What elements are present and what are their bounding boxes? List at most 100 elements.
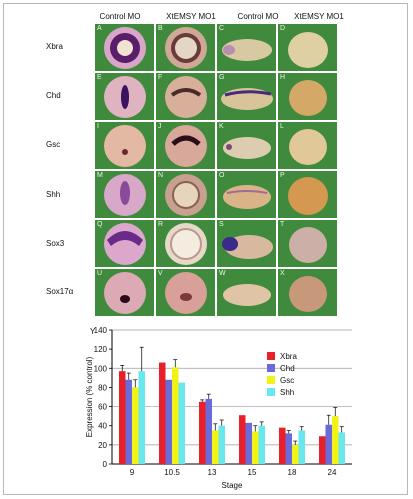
panel-a: A	[95, 24, 154, 71]
panel-g: G	[217, 73, 276, 120]
panel-letter: E	[97, 74, 102, 81]
panel-letter: T	[280, 221, 285, 228]
bar-shh-stage-9	[138, 371, 145, 464]
bar-gsc-stage-15	[252, 431, 259, 464]
panel-letter: K	[219, 123, 224, 130]
legend-label-chd: Chd	[280, 364, 295, 373]
column-header-1: Control MO	[99, 12, 141, 21]
panel-c: C	[217, 24, 276, 71]
y-tick-label: 80	[98, 383, 107, 392]
y-tick-label: 0	[103, 460, 108, 469]
x-tick-label: 13	[208, 468, 217, 477]
y-tick-label: 100	[94, 364, 108, 373]
panel-letter: I	[97, 123, 99, 130]
panel-e: E	[95, 73, 154, 120]
bar-xbra-stage-24	[319, 436, 326, 464]
row-label-sox3: Sox3	[46, 239, 65, 248]
panel-b: B	[156, 24, 215, 71]
panel-h: H	[278, 73, 337, 120]
bar-gsc-stage-10.5	[172, 367, 179, 464]
panel-letter: B	[158, 25, 163, 32]
panel-n: N	[156, 171, 215, 218]
panel-letter: U	[97, 270, 103, 277]
panel-j: J	[156, 122, 215, 169]
y-tick-label: 120	[94, 345, 108, 354]
panel-letter: O	[219, 172, 225, 179]
y-tick-label: 40	[98, 422, 107, 431]
panel-letter: G	[219, 74, 225, 81]
panel-letter: J	[158, 123, 162, 130]
panel-o: O	[217, 171, 276, 218]
row-label-chd: Chd	[46, 91, 61, 100]
column-header-3: Control MO	[237, 12, 279, 21]
bar-shh-stage-18	[298, 430, 305, 464]
legend-label-gsc: Gsc	[280, 376, 294, 385]
bar-chd-stage-10.5	[165, 379, 172, 464]
panel-v: V	[156, 269, 215, 316]
panel-x: X	[278, 269, 337, 316]
chart-panel-label: Y	[90, 327, 96, 336]
bar-xbra-stage-15	[239, 415, 246, 464]
row-label-xbra: Xbra	[46, 42, 63, 51]
panel-u: U	[95, 269, 154, 316]
panel-letter: F	[158, 74, 163, 81]
legend-label-xbra: Xbra	[280, 352, 297, 361]
panel-r: R	[156, 220, 215, 267]
legend-swatch-xbra	[267, 352, 275, 360]
panel-letter: P	[280, 172, 285, 179]
panel-letter: D	[280, 25, 286, 32]
bar-chd-stage-18	[285, 433, 292, 464]
bar-chd-stage-15	[245, 422, 252, 464]
legend-swatch-shh	[267, 388, 275, 396]
figure-frame	[3, 3, 408, 495]
legend-label-shh: Shh	[280, 388, 294, 397]
x-tick-label: 15	[248, 468, 257, 477]
panel-letter: C	[219, 25, 225, 32]
panel-w: W	[217, 269, 276, 316]
bar-chd-stage-24	[325, 424, 332, 464]
bar-xbra-stage-10.5	[159, 362, 166, 464]
panel-i: I	[95, 122, 154, 169]
bar-gsc-stage-13	[212, 430, 219, 464]
x-tick-label: 9	[130, 468, 135, 477]
panel-letter: A	[97, 25, 102, 32]
panel-letter: W	[219, 270, 226, 277]
panel-k: K	[217, 122, 276, 169]
bar-chd-stage-13	[205, 398, 212, 464]
panel-p: P	[278, 171, 337, 218]
bar-xbra-stage-18	[279, 427, 286, 464]
column-header-4: XtEMSY MO1	[294, 12, 344, 21]
column-header-2: XtEMSY MO1	[166, 12, 216, 21]
panel-letter: L	[280, 123, 284, 130]
bar-shh-stage-24	[338, 432, 345, 464]
panel-s: S	[217, 220, 276, 267]
panel-t: T	[278, 220, 337, 267]
y-tick-label: 140	[94, 326, 108, 335]
panel-d: D	[278, 24, 337, 71]
panel-letter: N	[158, 172, 164, 179]
panel-l: L	[278, 122, 337, 169]
row-label-sox17a: Sox17α	[46, 287, 74, 296]
bar-gsc-stage-24	[332, 416, 339, 464]
bar-gsc-stage-9	[132, 387, 139, 464]
panel-letter: Q	[97, 221, 103, 228]
bar-xbra-stage-9	[119, 371, 126, 464]
panel-f: F	[156, 73, 215, 120]
x-tick-label: 24	[328, 468, 337, 477]
row-label-shh: Shh	[46, 190, 61, 199]
bar-xbra-stage-13	[199, 401, 206, 464]
panel-letter: S	[219, 221, 224, 228]
x-axis-label: Stage	[222, 481, 243, 490]
panel-letter: R	[158, 221, 164, 228]
panel-letter: V	[158, 270, 163, 277]
y-tick-label: 60	[98, 403, 107, 412]
panel-letter: H	[280, 74, 286, 81]
bar-gsc-stage-18	[292, 444, 299, 464]
y-axis-label: Expression (% control)	[85, 356, 94, 437]
bar-shh-stage-13	[218, 425, 225, 464]
y-tick-label: 20	[98, 441, 107, 450]
x-tick-label: 10.5	[164, 468, 180, 477]
bar-shh-stage-15	[258, 425, 265, 464]
bar-shh-stage-10.5	[178, 382, 185, 464]
